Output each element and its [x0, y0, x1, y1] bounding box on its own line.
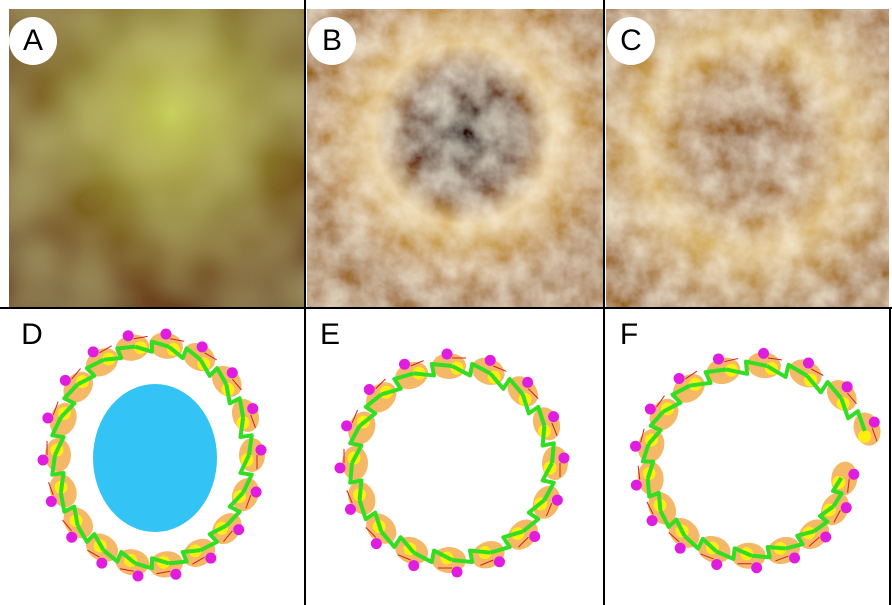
- domain-magenta: [161, 328, 172, 339]
- domain-magenta: [345, 504, 356, 515]
- domain-magenta: [38, 455, 49, 466]
- panel-label: A: [23, 24, 43, 57]
- domain-magenta: [452, 567, 463, 578]
- domain-magenta: [674, 373, 685, 384]
- domain-yellow: [858, 430, 871, 443]
- domain-magenta: [820, 531, 831, 542]
- domain-magenta: [364, 384, 375, 395]
- domain-magenta: [42, 412, 53, 423]
- domain-magenta: [552, 495, 563, 506]
- domain-magenta: [341, 420, 352, 431]
- domain-magenta: [841, 502, 852, 513]
- domain-magenta: [529, 531, 540, 542]
- panel-label: F: [620, 318, 638, 351]
- domain-magenta: [227, 367, 238, 378]
- domain-magenta: [88, 346, 99, 357]
- panel-label: E: [320, 318, 340, 351]
- panel-label: B: [322, 24, 342, 57]
- domain-magenta: [66, 532, 77, 543]
- panel-label: C: [620, 24, 642, 57]
- domain-magenta: [197, 341, 208, 352]
- domain-magenta: [485, 355, 496, 366]
- domain-magenta: [371, 538, 382, 549]
- domain-magenta: [205, 553, 216, 564]
- domain-magenta: [170, 569, 181, 580]
- domain-magenta: [233, 524, 244, 535]
- domain-magenta: [713, 353, 724, 364]
- domain-magenta: [548, 411, 559, 422]
- domain-magenta: [251, 487, 262, 498]
- domain-magenta: [132, 571, 143, 582]
- domain-magenta: [399, 359, 410, 370]
- domain-magenta: [751, 562, 762, 573]
- domain-magenta: [408, 560, 419, 571]
- domain-magenta: [848, 469, 859, 480]
- domain-magenta: [123, 330, 134, 341]
- panel-label: D: [21, 318, 43, 351]
- domain-magenta: [60, 375, 71, 386]
- domain-magenta: [96, 558, 107, 569]
- figure: A B C D E F: [0, 0, 892, 605]
- domain-magenta: [842, 381, 853, 392]
- domain-magenta: [675, 543, 686, 554]
- domain-magenta: [758, 348, 769, 359]
- domain-magenta: [645, 403, 656, 414]
- domain-magenta: [789, 553, 800, 564]
- domain-magenta: [256, 445, 267, 456]
- domain-magenta: [630, 441, 641, 452]
- domain-magenta: [46, 496, 57, 507]
- domain-magenta: [522, 377, 533, 388]
- domain-magenta: [559, 453, 570, 464]
- vesicle: [93, 384, 217, 532]
- domain-magenta: [711, 559, 722, 570]
- domain-magenta: [647, 515, 658, 526]
- domain-magenta: [442, 349, 453, 360]
- domain-magenta: [869, 417, 880, 428]
- domain-magenta: [494, 556, 505, 567]
- domain-magenta: [335, 463, 346, 474]
- domain-magenta: [247, 403, 258, 414]
- domain-magenta: [803, 357, 814, 368]
- domain-magenta: [631, 480, 642, 491]
